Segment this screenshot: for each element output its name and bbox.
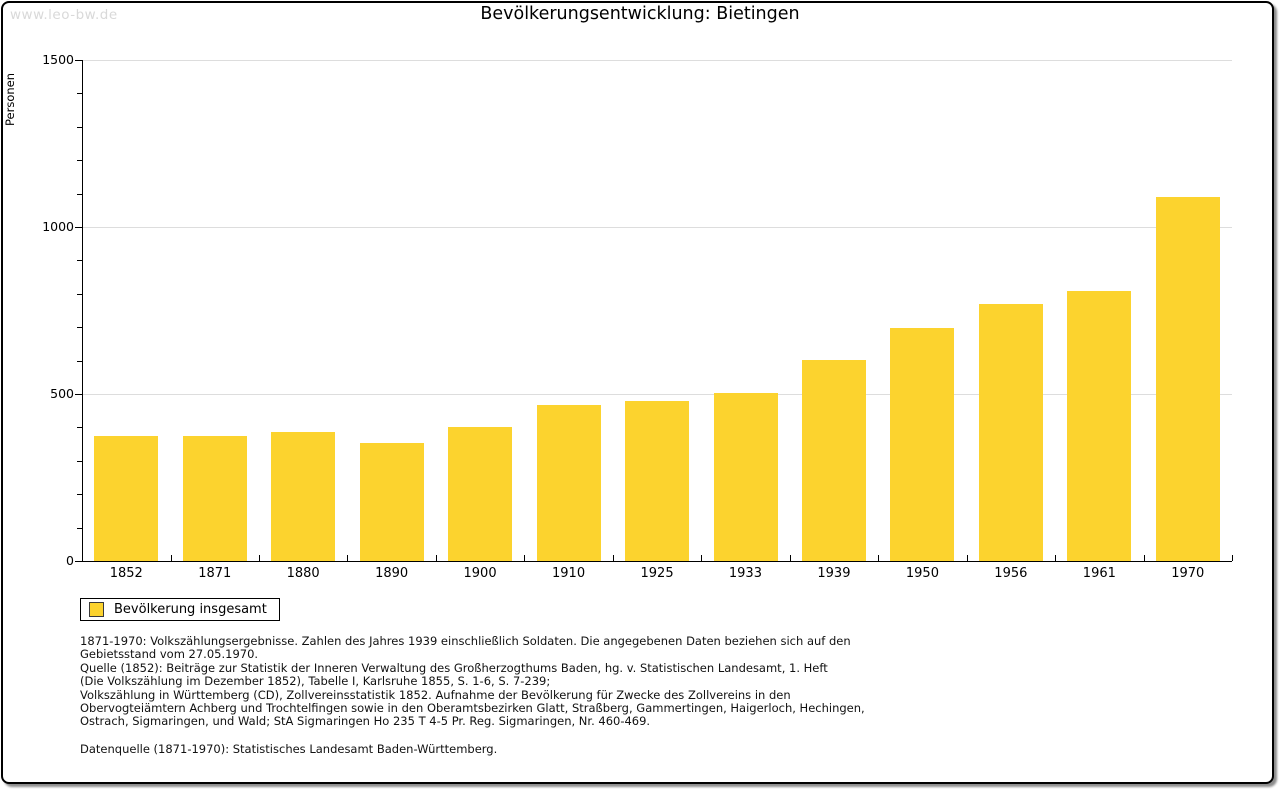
y-tick-label: 500 <box>50 386 74 401</box>
x-tick <box>1055 555 1057 561</box>
x-axis-line <box>82 561 1232 562</box>
footnote-line: Volkszählung in Württemberg (CD), Zollve… <box>80 687 791 702</box>
datasource-note: Datenquelle (1871-1970): Statistisches L… <box>80 742 498 756</box>
y-tick-label: 1500 <box>42 52 74 67</box>
y-tick-label: 0 <box>66 553 74 568</box>
bar <box>801 359 866 561</box>
y-axis-line <box>82 60 83 562</box>
bar <box>271 432 336 561</box>
x-tick-label: 1933 <box>728 566 762 581</box>
footnote-line: Gebietsstand vom 27.05.1970. <box>80 647 259 662</box>
y-tick <box>77 193 82 195</box>
y-tick <box>75 561 82 562</box>
bar <box>713 393 778 561</box>
x-tick <box>1232 555 1233 561</box>
x-tick <box>347 555 349 561</box>
bar <box>359 443 424 561</box>
footnote-line: Ostrach, Sigmaringen, und Wald; StA Sigm… <box>80 714 651 729</box>
y-tick <box>77 460 82 462</box>
bar <box>94 436 159 561</box>
x-tick-label: 1970 <box>1171 566 1205 581</box>
y-tick <box>77 293 82 295</box>
x-tick <box>878 555 880 561</box>
y-tick <box>77 327 82 329</box>
x-tick-label: 1956 <box>994 566 1028 581</box>
x-tick-label: 1910 <box>552 566 586 581</box>
y-tick <box>77 260 82 262</box>
gridline <box>82 60 1232 61</box>
bar <box>536 405 601 561</box>
bar <box>625 401 689 561</box>
y-tick <box>77 494 82 496</box>
x-tick-label: 1880 <box>286 566 320 581</box>
bar <box>1067 290 1132 561</box>
y-tick <box>77 93 82 95</box>
y-tick <box>77 160 82 162</box>
x-tick-label: 1871 <box>198 566 232 581</box>
gridline <box>82 227 1232 228</box>
footnote-line: Quelle (1852): Beiträge zur Statistik de… <box>80 660 828 675</box>
x-tick <box>966 555 968 561</box>
y-tick-label: 1000 <box>42 219 74 234</box>
y-tick <box>77 360 82 362</box>
chart-title: Bevölkerungsentwicklung: Bietingen <box>480 4 800 24</box>
x-tick-label: 1890 <box>375 566 409 581</box>
bar <box>182 436 247 561</box>
x-tick-label: 1939 <box>817 566 851 581</box>
y-tick <box>75 227 82 228</box>
x-tick-label: 1961 <box>1082 566 1116 581</box>
x-tick-label: 1950 <box>905 566 939 581</box>
footnote-line: Obervogteiämtern Achberg und Trochtelfin… <box>80 701 865 716</box>
legend: Bevölkerung insgesamt <box>80 598 280 621</box>
gridline <box>82 394 1232 395</box>
x-tick <box>524 555 526 561</box>
x-tick <box>701 555 703 561</box>
x-tick <box>258 555 260 561</box>
x-tick <box>435 555 437 561</box>
bar <box>978 303 1043 561</box>
legend-swatch <box>89 602 104 617</box>
bar <box>1155 197 1220 561</box>
x-tick <box>170 555 172 561</box>
x-tick <box>1143 555 1145 561</box>
bar <box>890 327 955 561</box>
watermark: www.leo-bw.de <box>10 7 118 23</box>
footnote-line: (Die Volkszählung im Dezember 1852), Tab… <box>80 674 551 689</box>
y-tick <box>75 394 82 395</box>
footnotes: 1871-1970: Volkszählungsergebnisse. Zahl… <box>80 634 865 729</box>
legend-label: Bevölkerung insgesamt <box>114 602 267 617</box>
x-tick-label: 1925 <box>640 566 674 581</box>
y-tick <box>77 126 82 128</box>
bar <box>448 427 513 561</box>
x-tick-label: 1900 <box>463 566 497 581</box>
y-tick <box>77 427 82 429</box>
x-tick-label: 1852 <box>109 566 143 581</box>
x-tick <box>789 555 791 561</box>
y-tick <box>75 60 82 61</box>
x-tick <box>612 555 614 561</box>
y-tick <box>77 527 82 529</box>
footnote-line: 1871-1970: Volkszählungsergebnisse. Zahl… <box>80 634 851 648</box>
